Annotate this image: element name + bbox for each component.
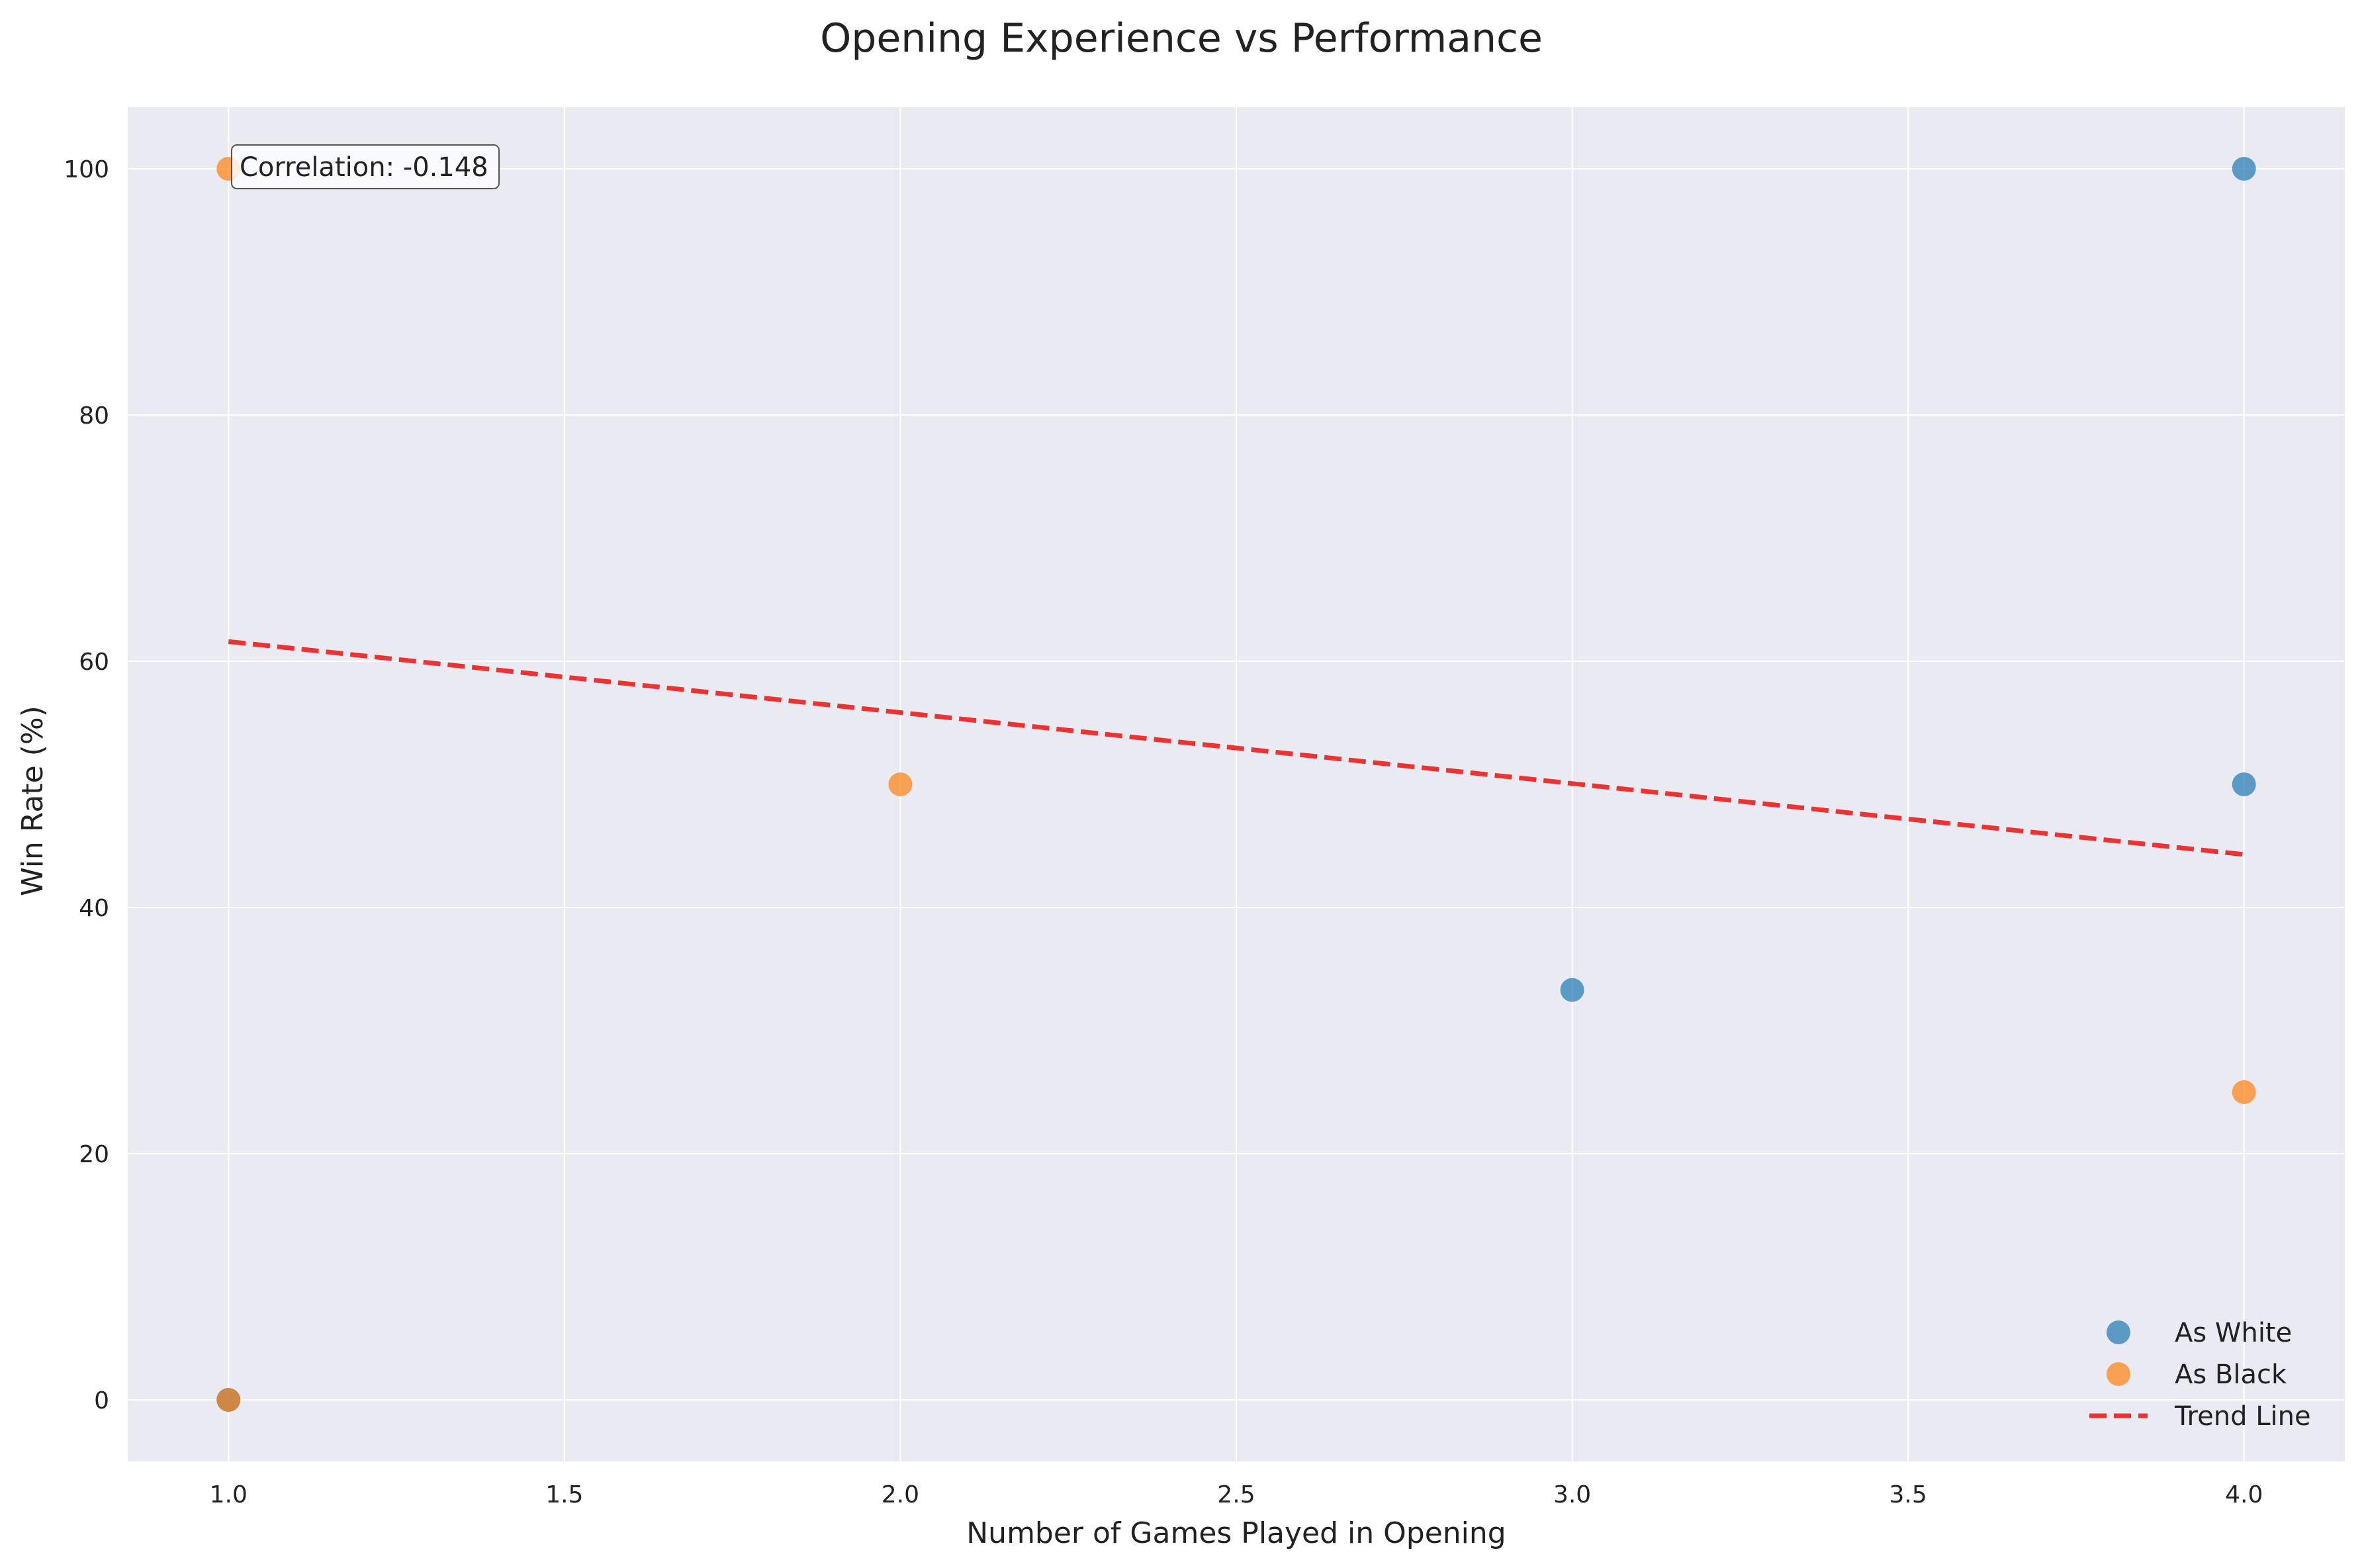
trend-line: [228, 639, 2245, 857]
annotation-box: [231, 144, 500, 189]
y-axis-label: Win Rate (%): [16, 706, 50, 896]
white-point: [2232, 772, 2256, 796]
y-tick-label: 40: [79, 895, 109, 922]
chart-title: Opening Experience vs Performance: [820, 15, 1543, 62]
legend-label: As Black: [2175, 1360, 2287, 1390]
trend-line-layer: [228, 639, 2245, 857]
annotation-text: Correlation: -0.148: [240, 152, 488, 183]
legend-label: Trend Line: [2174, 1401, 2311, 1432]
x-tick-label: 2.0: [882, 1481, 919, 1508]
data-points: [216, 157, 2256, 1412]
black-point: [2232, 1080, 2256, 1104]
legend-label: As White: [2175, 1318, 2292, 1348]
legend-marker-as-white: [2107, 1320, 2130, 1344]
x-tick-label: 4.0: [2225, 1481, 2263, 1508]
legend-marker-as-black: [2107, 1362, 2130, 1386]
correlation-annotation: Correlation: -0.148: [231, 144, 500, 189]
legend: As White As Black Trend Line: [2089, 1318, 2311, 1432]
y-tick-label: 80: [79, 402, 109, 430]
x-tick-label: 3.0: [1553, 1481, 1591, 1508]
y-tick-label: 60: [79, 649, 109, 676]
black-point: [888, 772, 913, 796]
x-tick-label: 2.5: [1217, 1481, 1255, 1508]
x-tick-label: 1.5: [545, 1481, 583, 1508]
x-tick-label: 3.5: [1889, 1481, 1927, 1508]
black-point: [216, 1388, 241, 1412]
white-point: [1560, 978, 1584, 1002]
y-tick-label: 100: [64, 156, 109, 183]
x-tick-label: 1.0: [210, 1481, 248, 1508]
y-tick-label: 20: [79, 1141, 109, 1168]
x-axis-label: Number of Games Played in Opening: [966, 1516, 1506, 1550]
y-tick-label: 0: [94, 1387, 109, 1414]
tick-labels: 1.0 1.5 2.0 2.5 3.0 3.5 4.0 0 20 40 60 80 100: [64, 156, 2263, 1508]
white-point: [2232, 157, 2256, 181]
